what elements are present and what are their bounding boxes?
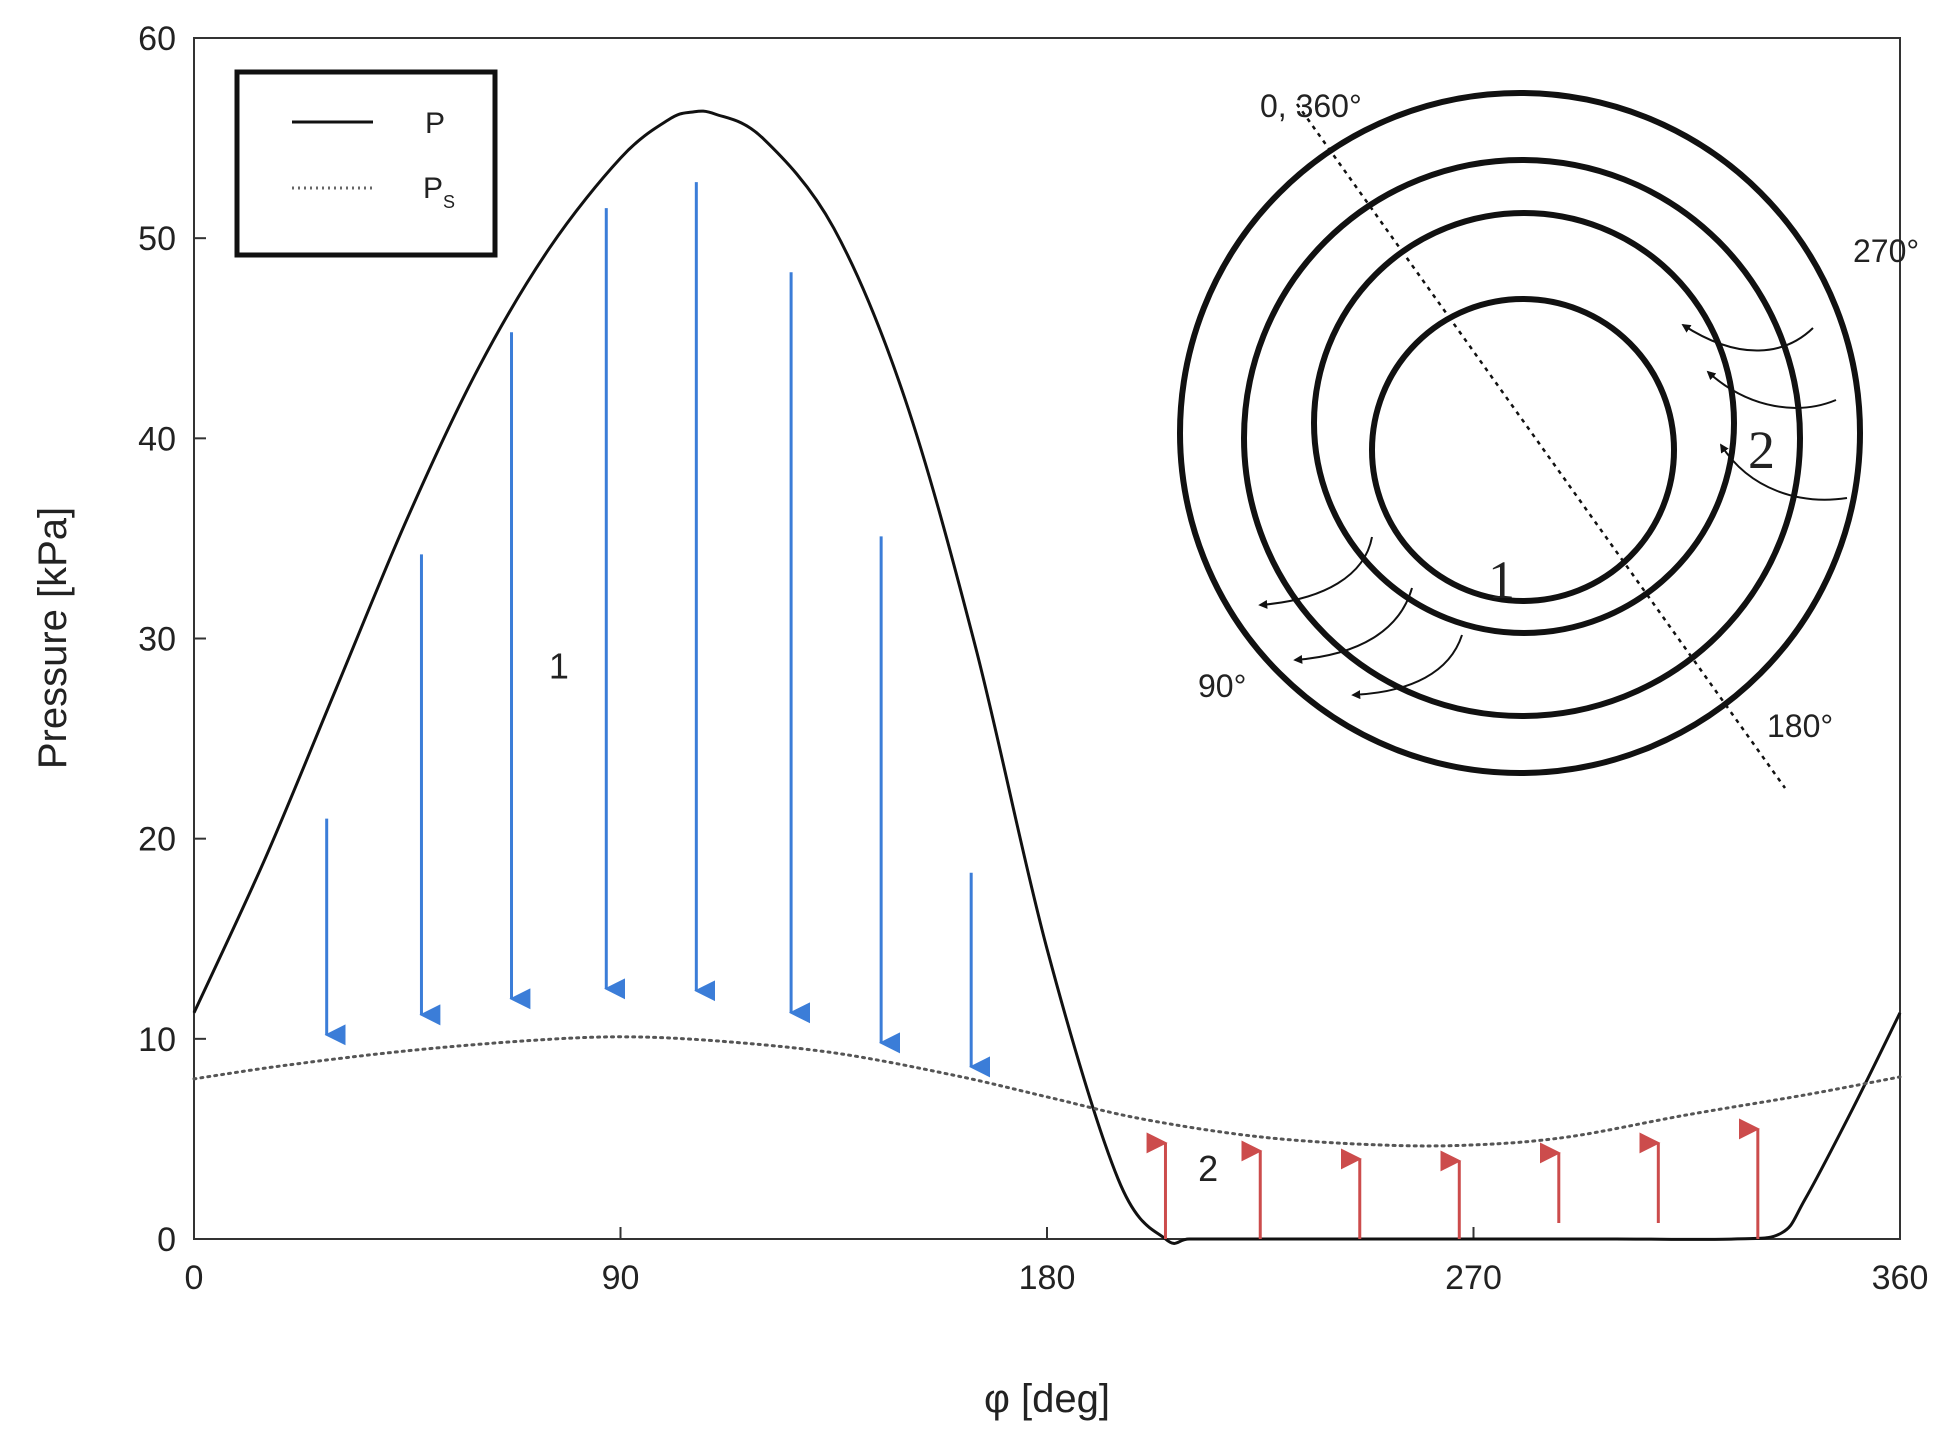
y-tick-label: 60 — [138, 20, 176, 58]
x-tick-label: 270 — [1445, 1259, 1502, 1297]
inset-flow-arrow — [1258, 536, 1373, 609]
legend-box — [234, 69, 498, 258]
inset-ring-3 — [1311, 210, 1737, 636]
pressure-arrows — [324, 182, 1760, 1239]
x-tick-label: 90 — [602, 1259, 640, 1297]
inset-label-top: 0, 360° — [1260, 88, 1362, 124]
legend-label-ps: PS — [423, 172, 455, 212]
inset-flow-arrow — [1351, 634, 1463, 700]
inset-label-zone1: 1 — [1488, 550, 1515, 610]
x-tick-label: 180 — [1019, 1259, 1076, 1297]
series-line-ps — [192, 1035, 1902, 1148]
inset-label-zone2: 2 — [1748, 420, 1775, 480]
y-tick-label: 0 — [157, 1221, 176, 1259]
y-tick-label: 50 — [138, 220, 176, 258]
inset-diagram: 0, 360° 270° 90° 180° 1 2 — [1177, 88, 1919, 789]
legend-label-ps-main: P — [423, 172, 443, 205]
axis-ticks: 0 90 180 270 360 0 10 20 30 40 50 60 — [138, 20, 1928, 1297]
y-tick-label: 40 — [138, 420, 176, 458]
inset-flow-arrow — [1293, 587, 1413, 664]
inset-ring-outer — [1177, 90, 1863, 776]
y-tick-label: 20 — [138, 821, 176, 859]
y-tick-label: 30 — [138, 621, 176, 659]
inset-ring-2 — [1241, 157, 1803, 719]
inset-label-right: 270° — [1853, 233, 1919, 269]
inset-flow-arrow — [1720, 443, 1848, 501]
series-line-p — [192, 109, 1902, 1245]
zone-annotation-1: 1 — [549, 646, 569, 687]
inset-ring-inner — [1369, 296, 1677, 604]
x-tick-label: 0 — [185, 1259, 204, 1297]
x-tick-label: 360 — [1872, 1259, 1929, 1297]
legend-label-ps-sub: S — [443, 192, 455, 212]
inset-flow-arrow — [1681, 324, 1814, 352]
legend-label-p: P — [425, 107, 445, 140]
inset-label-left: 90° — [1198, 668, 1246, 704]
series-lines — [192, 109, 1902, 1245]
inset-label-bottom: 180° — [1767, 708, 1833, 744]
inset-flow-arrow — [1706, 370, 1837, 409]
legend: P PS — [234, 69, 498, 258]
x-axis-label: φ [deg] — [984, 1377, 1110, 1421]
zone-annotation-2: 2 — [1198, 1148, 1218, 1189]
y-tick-label: 10 — [138, 1021, 176, 1059]
annotations: 12 — [549, 646, 1218, 1189]
y-axis-label: Pressure [kPa] — [31, 507, 75, 769]
